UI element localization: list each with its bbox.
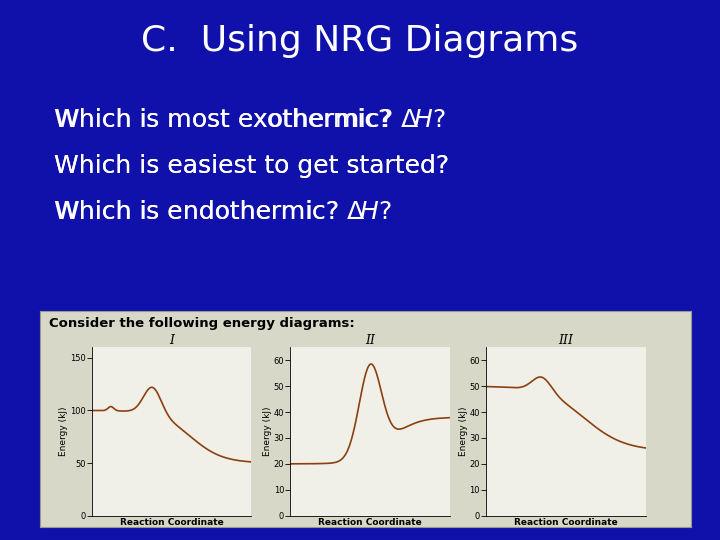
Text: Which is easiest to get started?: Which is easiest to get started?: [54, 154, 449, 178]
Text: Which is most exothermic? $\Delta\!H$?: Which is most exothermic? $\Delta\!H$?: [54, 108, 446, 132]
Text: Which is endothermic?: Which is endothermic?: [54, 200, 347, 224]
Title: III: III: [558, 334, 573, 347]
X-axis label: Reaction Coordinate: Reaction Coordinate: [514, 518, 618, 528]
Title: I: I: [169, 334, 174, 347]
Text: Which is endothermic? ΔH?: Which is endothermic? ΔH?: [54, 200, 396, 224]
Text: Which is most exothermic?: Which is most exothermic?: [54, 108, 400, 132]
X-axis label: Reaction Coordinate: Reaction Coordinate: [120, 518, 223, 528]
Y-axis label: Energy (kJ): Energy (kJ): [264, 407, 272, 456]
Text: C.  Using NRG Diagrams: C. Using NRG Diagrams: [141, 24, 579, 58]
Text: Which is endothermic? $\Delta\!H$?: Which is endothermic? $\Delta\!H$?: [54, 200, 392, 224]
Text: Which is most exothermic? ΔH?: Which is most exothermic? ΔH?: [54, 108, 449, 132]
Text: Which is endothermic?: Which is endothermic?: [54, 200, 347, 224]
X-axis label: Reaction Coordinate: Reaction Coordinate: [318, 518, 422, 528]
Title: II: II: [365, 334, 375, 347]
Text: Consider the following energy diagrams:: Consider the following energy diagrams:: [50, 317, 355, 330]
Y-axis label: Energy (kJ): Energy (kJ): [59, 407, 68, 456]
Text: Which is easiest to get started?: Which is easiest to get started?: [54, 154, 449, 178]
Text: Which is most exothermic?: Which is most exothermic?: [54, 108, 400, 132]
Y-axis label: Energy (kJ): Energy (kJ): [459, 407, 468, 456]
